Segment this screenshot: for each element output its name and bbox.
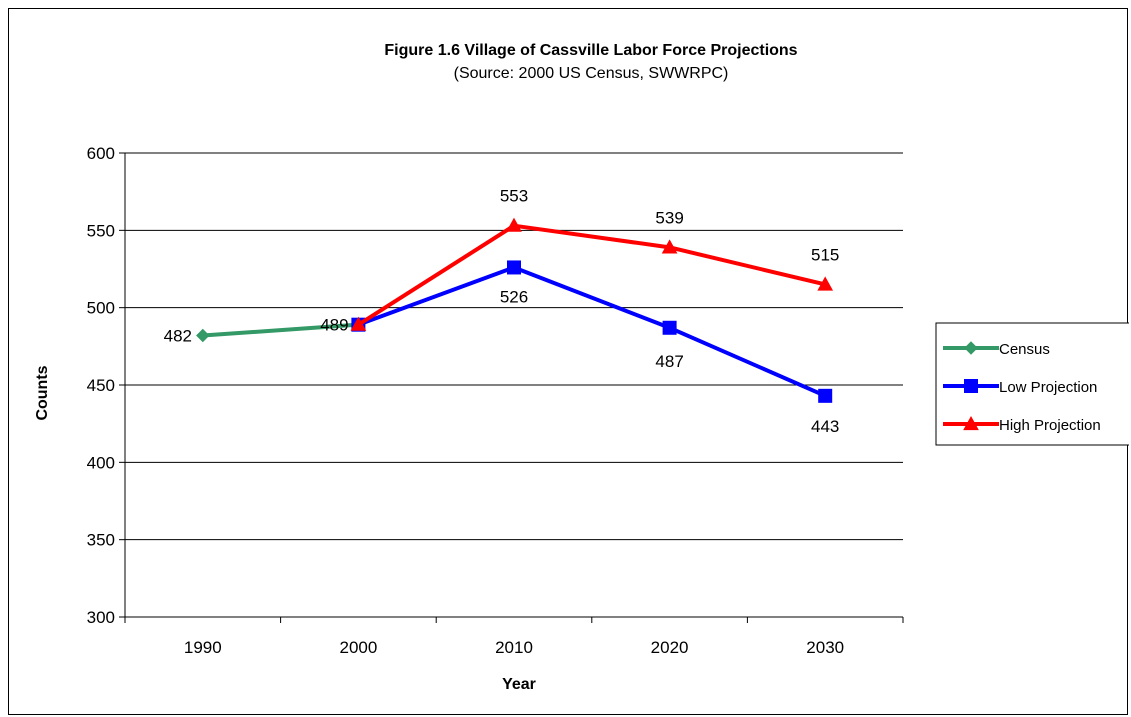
legend-label-low-projection: Low Projection: [999, 379, 1097, 396]
point-high-projection-2000: [350, 316, 367, 331]
y-tick-label-350: 350: [87, 531, 115, 550]
tick-labels: 300 350 400 450 500 550 600 1990 2000 2010 2020 203…: [87, 144, 844, 657]
y-tick-label-400: 400: [87, 453, 115, 472]
legend-item-census: Census: [943, 341, 1050, 358]
point-low-projection-2030: [818, 388, 833, 403]
point-low-projection-2010: [507, 260, 521, 275]
legend: Census Low Projection High Projection: [935, 322, 1129, 446]
x-tick-label-2020: 2020: [651, 638, 689, 657]
point-high-projection-2020: [661, 239, 678, 254]
legend-label-high-projection: High Projection: [999, 417, 1101, 434]
data-label-low-projection-2010: 526: [500, 287, 528, 306]
y-axis-title: Counts: [34, 365, 51, 420]
series-line-low-projection: [357, 265, 827, 398]
y-tick-label-500: 500: [87, 299, 115, 318]
x-tick-label-1990: 1990: [184, 638, 222, 657]
chart-subtitle: (Source: 2000 US Census, SWWRPC): [454, 65, 729, 82]
series-layer: [196, 217, 834, 403]
legend-marker-high-projection: [963, 415, 979, 431]
legend-marker-low-projection: [964, 379, 978, 393]
line-chart: Figure 1.6 Village of Cassville Labor Fo…: [34, 42, 1129, 693]
y-tick-label-600: 600: [87, 144, 115, 163]
data-label-low-projection-2030: 443: [811, 417, 839, 436]
legend-label-census: Census: [999, 341, 1050, 358]
legend-item-low-projection: Low Projection: [943, 379, 1097, 396]
chart-title: Figure 1.6 Village of Cassville Labor Fo…: [384, 42, 797, 59]
data-label-high-projection-2030: 515: [811, 245, 839, 264]
point-low-projection-2020: [662, 320, 677, 335]
series-line-high-projection: [357, 223, 826, 327]
x-tick-label-2000: 2000: [339, 638, 377, 657]
legend-item-high-projection: High Projection: [943, 415, 1101, 434]
data-label-census-1990: 482: [164, 327, 192, 346]
series-line-census: [202, 322, 359, 338]
point-high-projection-2030: [817, 276, 834, 291]
y-tick-label-450: 450: [87, 376, 115, 395]
data-label-high-projection-2020: 539: [655, 208, 683, 227]
data-label-high-projection-2010: 553: [500, 187, 528, 206]
x-tick-label-2010: 2010: [495, 638, 533, 657]
gridlines: [125, 152, 903, 541]
point-census-1990: [196, 328, 210, 343]
chart-frame: Figure 1.6 Village of Cassville Labor Fo…: [8, 8, 1129, 715]
axes: [119, 152, 904, 623]
legend-marker-census: [964, 341, 978, 355]
data-label-census-2000: 489: [320, 316, 348, 335]
point-high-projection-2010: [506, 217, 522, 232]
data-label-low-projection-2020: 487: [655, 352, 683, 371]
x-axis-title: Year: [502, 676, 536, 693]
y-tick-label-550: 550: [87, 221, 115, 240]
data-labels: 482 489 526 487 443 553 539 515: [164, 187, 840, 436]
y-tick-label-300: 300: [87, 608, 115, 627]
series-high-projection: [350, 217, 834, 331]
x-tick-label-2030: 2030: [806, 638, 844, 657]
